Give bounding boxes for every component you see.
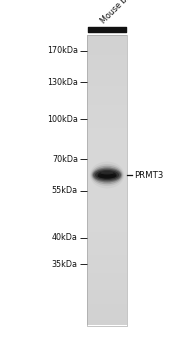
Text: 40kDa: 40kDa (52, 233, 78, 243)
Text: 55kDa: 55kDa (52, 186, 78, 195)
Ellipse shape (92, 167, 122, 183)
Ellipse shape (92, 166, 123, 184)
Text: Mouse brain: Mouse brain (99, 0, 140, 26)
Text: 130kDa: 130kDa (47, 78, 78, 87)
Text: 70kDa: 70kDa (52, 155, 78, 164)
Ellipse shape (98, 174, 117, 178)
Ellipse shape (101, 173, 113, 177)
Ellipse shape (101, 172, 114, 174)
Text: PRMT3: PRMT3 (135, 170, 164, 180)
Ellipse shape (93, 169, 121, 181)
Ellipse shape (90, 162, 124, 188)
Text: 100kDa: 100kDa (47, 114, 78, 124)
Ellipse shape (91, 164, 124, 186)
Text: 170kDa: 170kDa (47, 46, 78, 55)
Text: 35kDa: 35kDa (52, 260, 78, 269)
Ellipse shape (98, 171, 117, 179)
Ellipse shape (95, 170, 119, 180)
Bar (87, 35, 127, 326)
